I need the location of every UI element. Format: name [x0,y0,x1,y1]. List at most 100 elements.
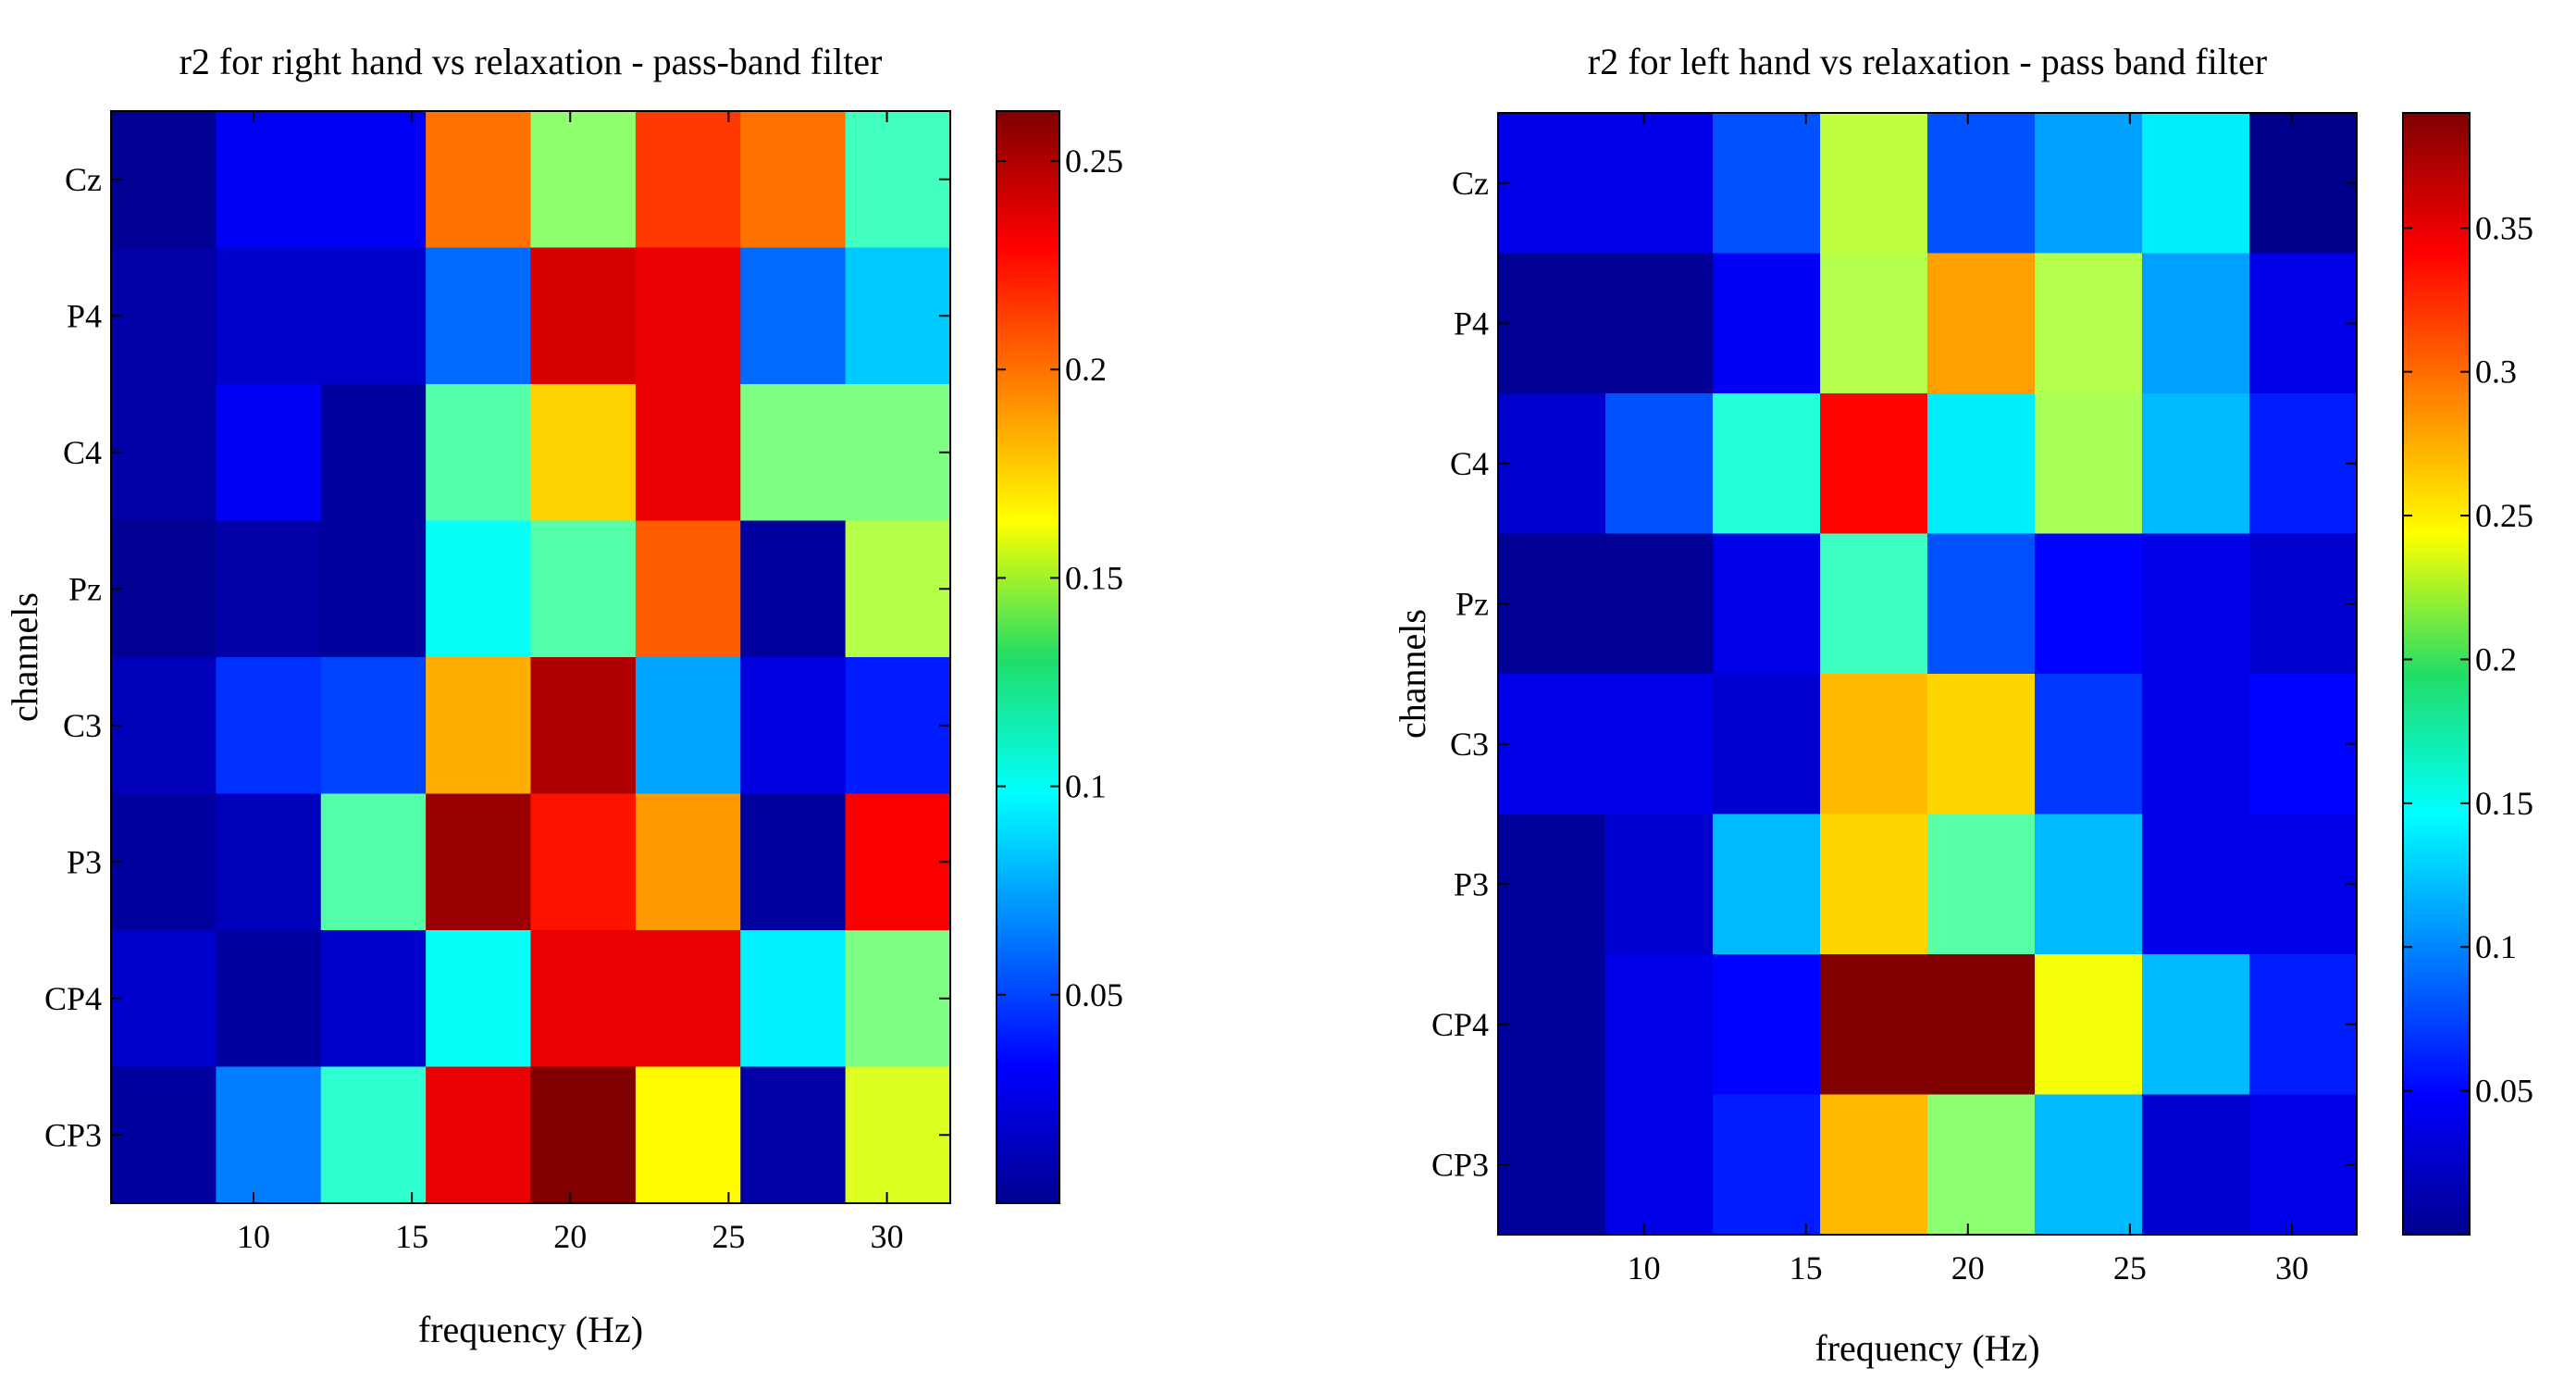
chart-title: r2 for right hand vs relaxation - pass-b… [180,41,883,82]
heatmap-cell [320,111,427,249]
colorbar-tick-label: 0.2 [2475,640,2517,677]
heatmap-cell [426,520,532,658]
colorbar-tick-label: 0.05 [2475,1073,2533,1110]
heatmap-cell [1498,253,1606,394]
heatmap-cell [1713,674,1821,815]
heatmap-cell [1927,674,2036,815]
heatmap-cell [2035,954,2143,1096]
colorbar-tick-label: 0.25 [2475,497,2533,534]
heatmap-cell [1498,113,1606,255]
heatmap-cell [1713,814,1821,955]
heatmap-cell [2142,533,2250,675]
heatmap-cell [1820,1094,1928,1236]
y-tick-label: C3 [1450,726,1489,763]
heatmap-cell [530,384,637,522]
x-tick-label: 15 [395,1218,428,1255]
heatmap-cell [426,111,532,249]
heatmap-cell [530,520,637,658]
y-tick-label: C3 [63,707,102,744]
x-tick-label: 25 [712,1218,745,1255]
heatmap-cell [1498,814,1606,955]
heatmap-cell [635,384,741,522]
heatmap-cell [1820,814,1928,955]
x-tick-label: 30 [871,1218,904,1255]
heatmap-cell [1605,393,1714,535]
heatmap-cell [635,657,741,795]
heatmap-cell [1820,533,1928,675]
heatmap-cell [635,111,741,249]
heatmap-cell [426,1066,532,1204]
heatmap-cell [320,384,427,522]
heatmap-cell [1713,253,1821,394]
y-axis-label: channels [4,592,45,722]
heatmap-cell [2035,533,2143,675]
heatmap-cell [2249,533,2358,675]
heatmap-cell [845,930,951,1068]
heatmap-cell [1927,113,2036,255]
heatmap-cell [2249,253,2358,394]
left-hand-heatmap-panel: Cz P4 C4 Pz C3 P3 CP4 CP3 10 15 20 25 30 r2 for left … [1392,41,2533,1369]
heatmap-cell [111,384,217,522]
heatmap-cell [1927,814,2036,955]
heatmap-cell [2142,253,2250,394]
heatmap-cell [2249,1094,2358,1236]
heatmap-cell [320,520,427,658]
heatmap-cell [740,247,847,385]
colorbar-tick-label: 0.2 [1065,351,1107,388]
heatmap-cell [320,247,427,385]
plot-frame [1497,112,2358,1236]
heatmap-cell [845,520,951,658]
heatmap-cell [216,930,322,1068]
colorbar-tick-label: 0.15 [2475,785,2533,822]
heatmap-cell [2249,113,2358,255]
heatmap-cell [530,247,637,385]
heatmap-cell [320,793,427,931]
heatmap-cell [2249,393,2358,535]
heatmap-cell [1605,674,1714,815]
y-tick-label: Pz [68,570,102,607]
y-axis-label: channels [1392,609,1433,739]
heatmap-cell [635,520,741,658]
heatmap-cell [1713,1094,1821,1236]
heatmap-cell [1820,954,1928,1096]
heatmap-cell [845,111,951,249]
heatmap-cell [845,793,951,931]
heatmap-cell [111,520,217,658]
heatmap-cell [111,793,217,931]
heatmap-cell [740,793,847,931]
heatmap-cell [2035,674,2143,815]
heatmap-cell [845,1066,951,1204]
heatmap-cell [111,247,217,385]
heatmap-cell [2035,253,2143,394]
heatmap-cell [320,930,427,1068]
plot-frame [110,110,951,1204]
colorbar-tick-label: 0.35 [2475,209,2533,246]
right-hand-heatmap-panel: Cz P4 C4 Pz C3 P3 CP4 CP3 10 15 20 25 30 r2 for right… [4,41,1123,1350]
heatmap-cell [216,520,322,658]
y-tick-label: CP3 [1431,1146,1489,1183]
heatmap-cell [1498,1094,1606,1236]
heatmap-cell [1713,533,1821,675]
heatmap-cell [635,930,741,1068]
heatmap-cell [426,384,532,522]
heatmap-cell [1605,533,1714,675]
y-tick-label: C4 [63,434,102,471]
heatmap-cell [740,520,847,658]
colorbar [2402,112,2471,1236]
heatmap-cell [111,657,217,795]
y-tick-label: C4 [1450,445,1489,482]
heatmap-cell [530,930,637,1068]
heatmap-cell [1498,954,1606,1096]
y-tick-label: P4 [1454,304,1489,342]
x-tick-label: 15 [1790,1249,1823,1286]
heatmap-cell [216,657,322,795]
heatmap-cell [2142,954,2250,1096]
heatmap-cell [740,111,847,249]
x-tick-label: 10 [1628,1249,1661,1286]
heatmap-cell [1713,393,1821,535]
heatmap-cell [2035,814,2143,955]
heatmap-cell [2142,814,2250,955]
heatmap-cell [1927,954,2036,1096]
heatmap-cell [845,657,951,795]
